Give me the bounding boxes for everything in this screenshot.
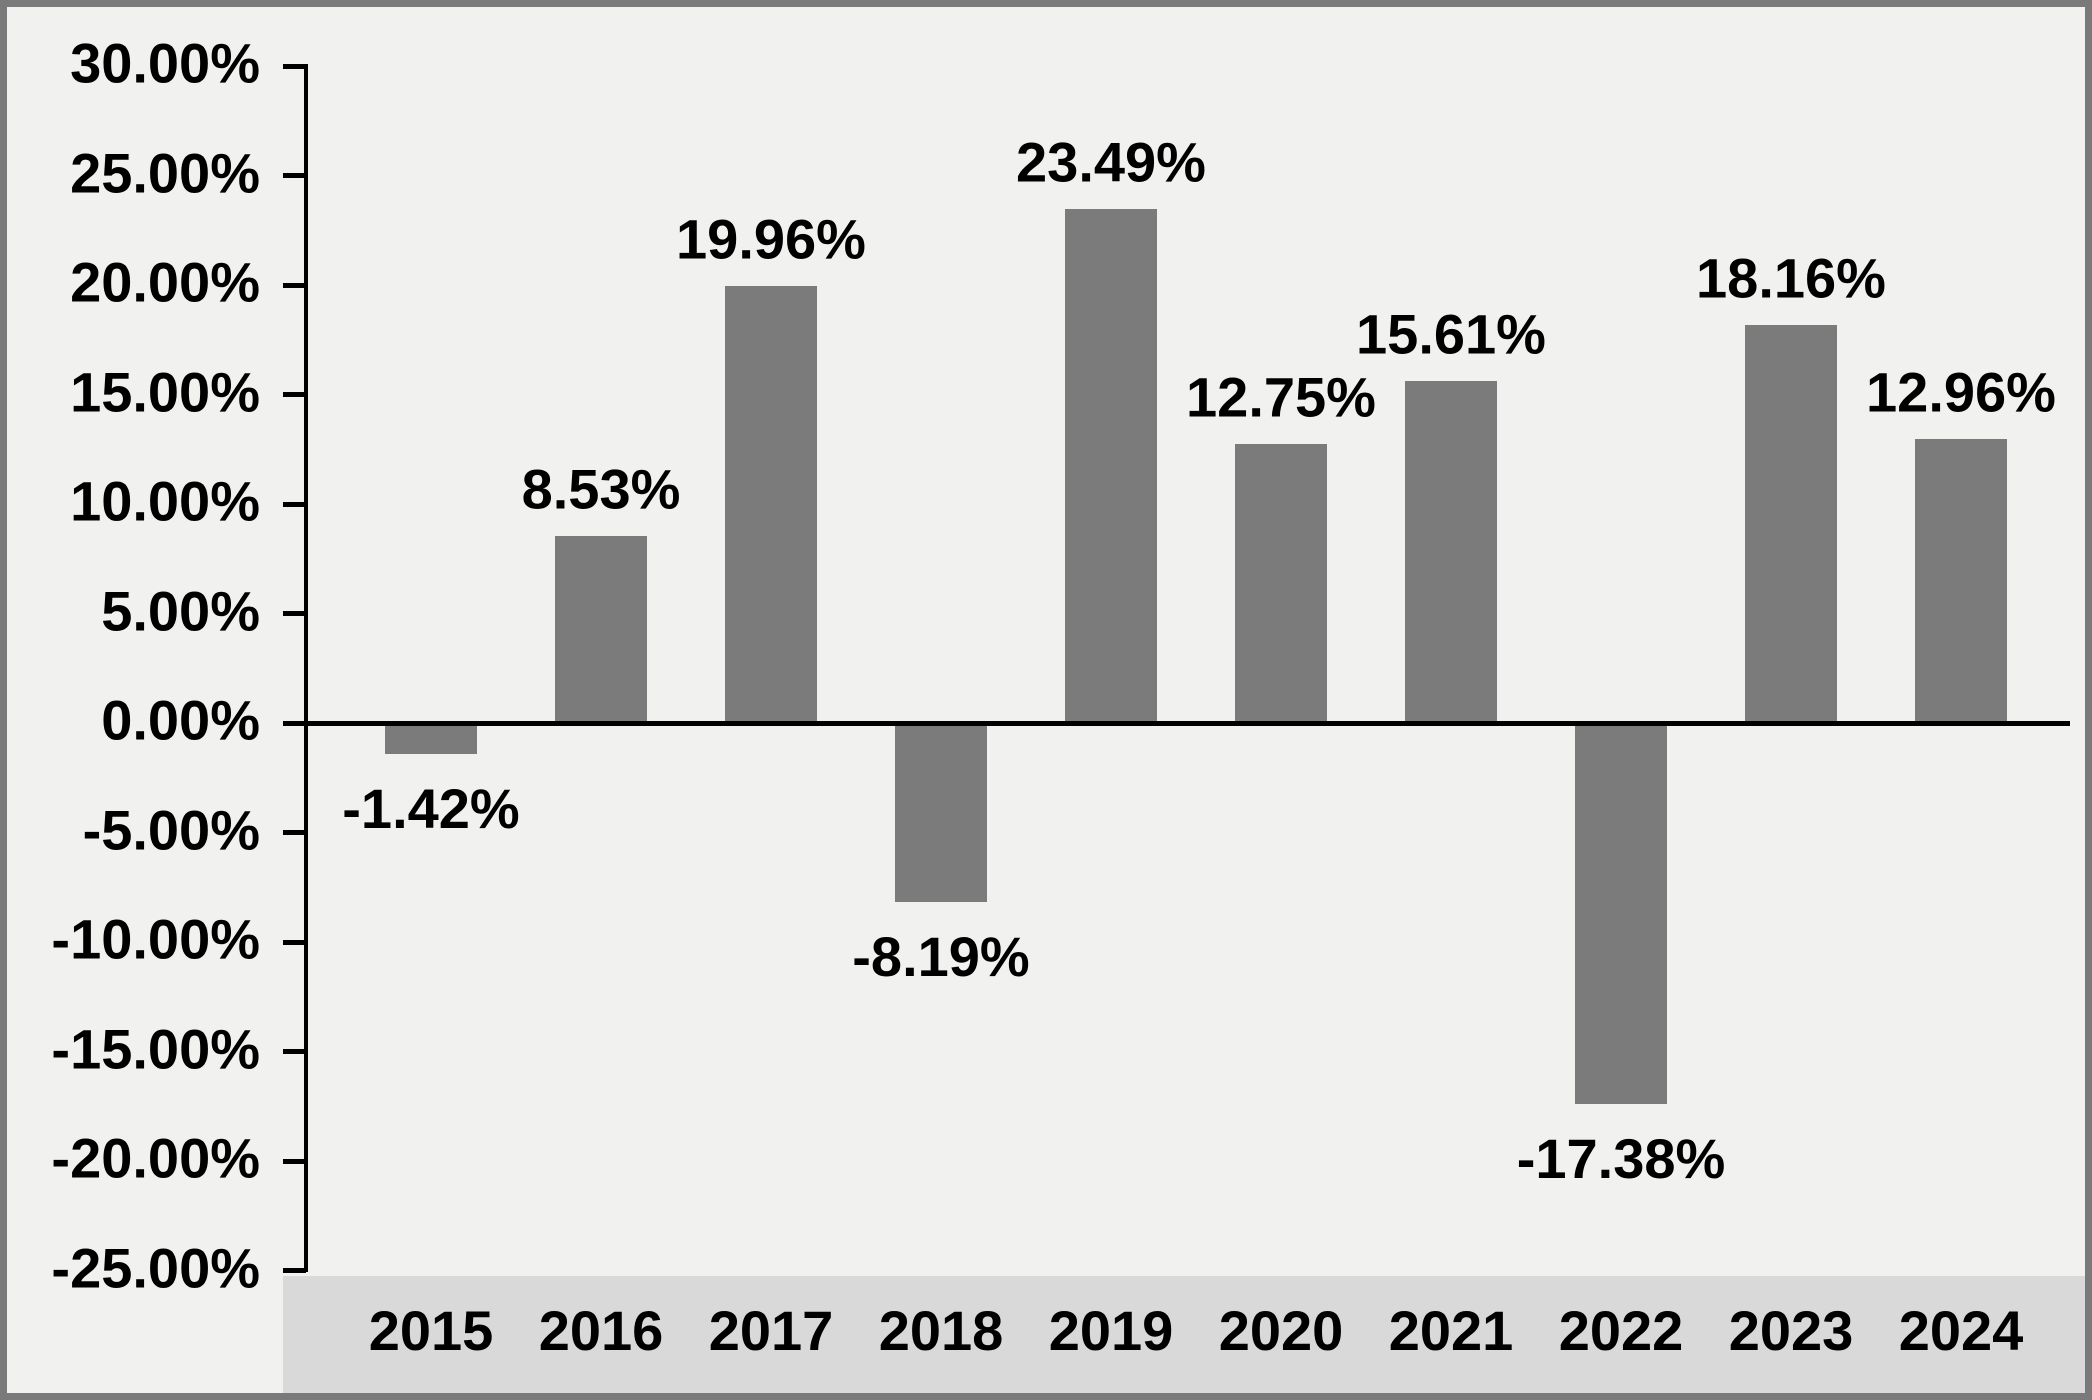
y-axis-tick-5.00% <box>283 611 306 616</box>
bar-2020 <box>1235 443 1327 723</box>
x-axis-label-2024: 2024 <box>1898 1299 2024 1363</box>
bar-value-label-2019: 23.49% <box>1016 129 1206 193</box>
bar-2018 <box>895 723 987 903</box>
y-axis-tick-label: -25.00% <box>51 1236 260 1300</box>
y-axis-tick-label: -15.00% <box>51 1017 260 1081</box>
bar-value-label-2015: -1.42% <box>342 777 520 841</box>
y-axis-tick-label: 30.00% <box>70 31 260 95</box>
y-axis-tick-label: 25.00% <box>70 141 260 205</box>
x-axis-label-2018: 2018 <box>878 1299 1004 1363</box>
y-axis-tick-label: 0.00% <box>101 688 260 752</box>
bar-value-label-2024: 12.96% <box>1866 360 2056 424</box>
bar-value-label-2023: 18.16% <box>1696 246 1886 310</box>
bar-2024 <box>1915 439 2007 723</box>
y-axis-tick-label: 10.00% <box>70 469 260 533</box>
bar-value-label-2016: 8.53% <box>521 457 681 521</box>
y-axis-tick--20.00% <box>283 1158 306 1164</box>
y-axis-tick--25.00% <box>283 1268 306 1273</box>
y-axis-tick-label: 5.00% <box>101 579 260 643</box>
y-axis-tick-10.00% <box>283 501 306 507</box>
x-axis-label-2017: 2017 <box>708 1299 834 1363</box>
y-axis-tick-label: -5.00% <box>82 798 260 862</box>
bar-2021 <box>1405 381 1497 723</box>
bar-2022 <box>1575 723 1667 1104</box>
bar-2019 <box>1065 208 1157 723</box>
y-axis-tick-0.00% <box>283 720 306 726</box>
x-axis-label-2020: 2020 <box>1218 1299 1344 1363</box>
x-axis-label-2023: 2023 <box>1728 1299 1854 1363</box>
bar-value-label-2022: -17.38% <box>1516 1126 1726 1190</box>
bar-2016 <box>555 536 647 723</box>
y-axis-tick-15.00% <box>283 392 306 397</box>
bar-value-label-2018: -8.19% <box>852 925 1030 989</box>
y-axis-tick--10.00% <box>283 939 306 945</box>
x-axis-label-2019: 2019 <box>1048 1299 1174 1363</box>
x-axis-band <box>283 1276 2092 1400</box>
y-axis-tick-25.00% <box>283 173 306 178</box>
bar-2015 <box>385 723 477 755</box>
y-axis-tick--5.00% <box>283 830 306 835</box>
y-axis-tick-label: 20.00% <box>70 250 260 314</box>
y-axis-tick-label: 15.00% <box>70 360 260 424</box>
bar-value-label-2017: 19.96% <box>676 207 866 271</box>
x-axis-label-2015: 2015 <box>368 1299 494 1363</box>
bar-value-label-2020: 12.75% <box>1186 365 1376 429</box>
x-axis-label-2021: 2021 <box>1388 1299 1514 1363</box>
bar-value-label-2021: 15.61% <box>1356 302 1546 366</box>
y-axis-tick--15.00% <box>283 1049 306 1054</box>
y-axis-tick-30.00% <box>283 63 306 69</box>
x-axis-label-2022: 2022 <box>1558 1299 1684 1363</box>
bar-2023 <box>1745 325 1837 723</box>
x-axis-label-2016: 2016 <box>538 1299 664 1363</box>
x-axis-zero-line <box>306 720 2070 726</box>
y-axis-tick-label: -10.00% <box>51 907 260 971</box>
y-axis-line <box>304 64 308 1272</box>
bar-2017 <box>725 285 817 723</box>
y-axis-tick-20.00% <box>283 282 306 288</box>
y-axis-tick-label: -20.00% <box>51 1126 260 1190</box>
